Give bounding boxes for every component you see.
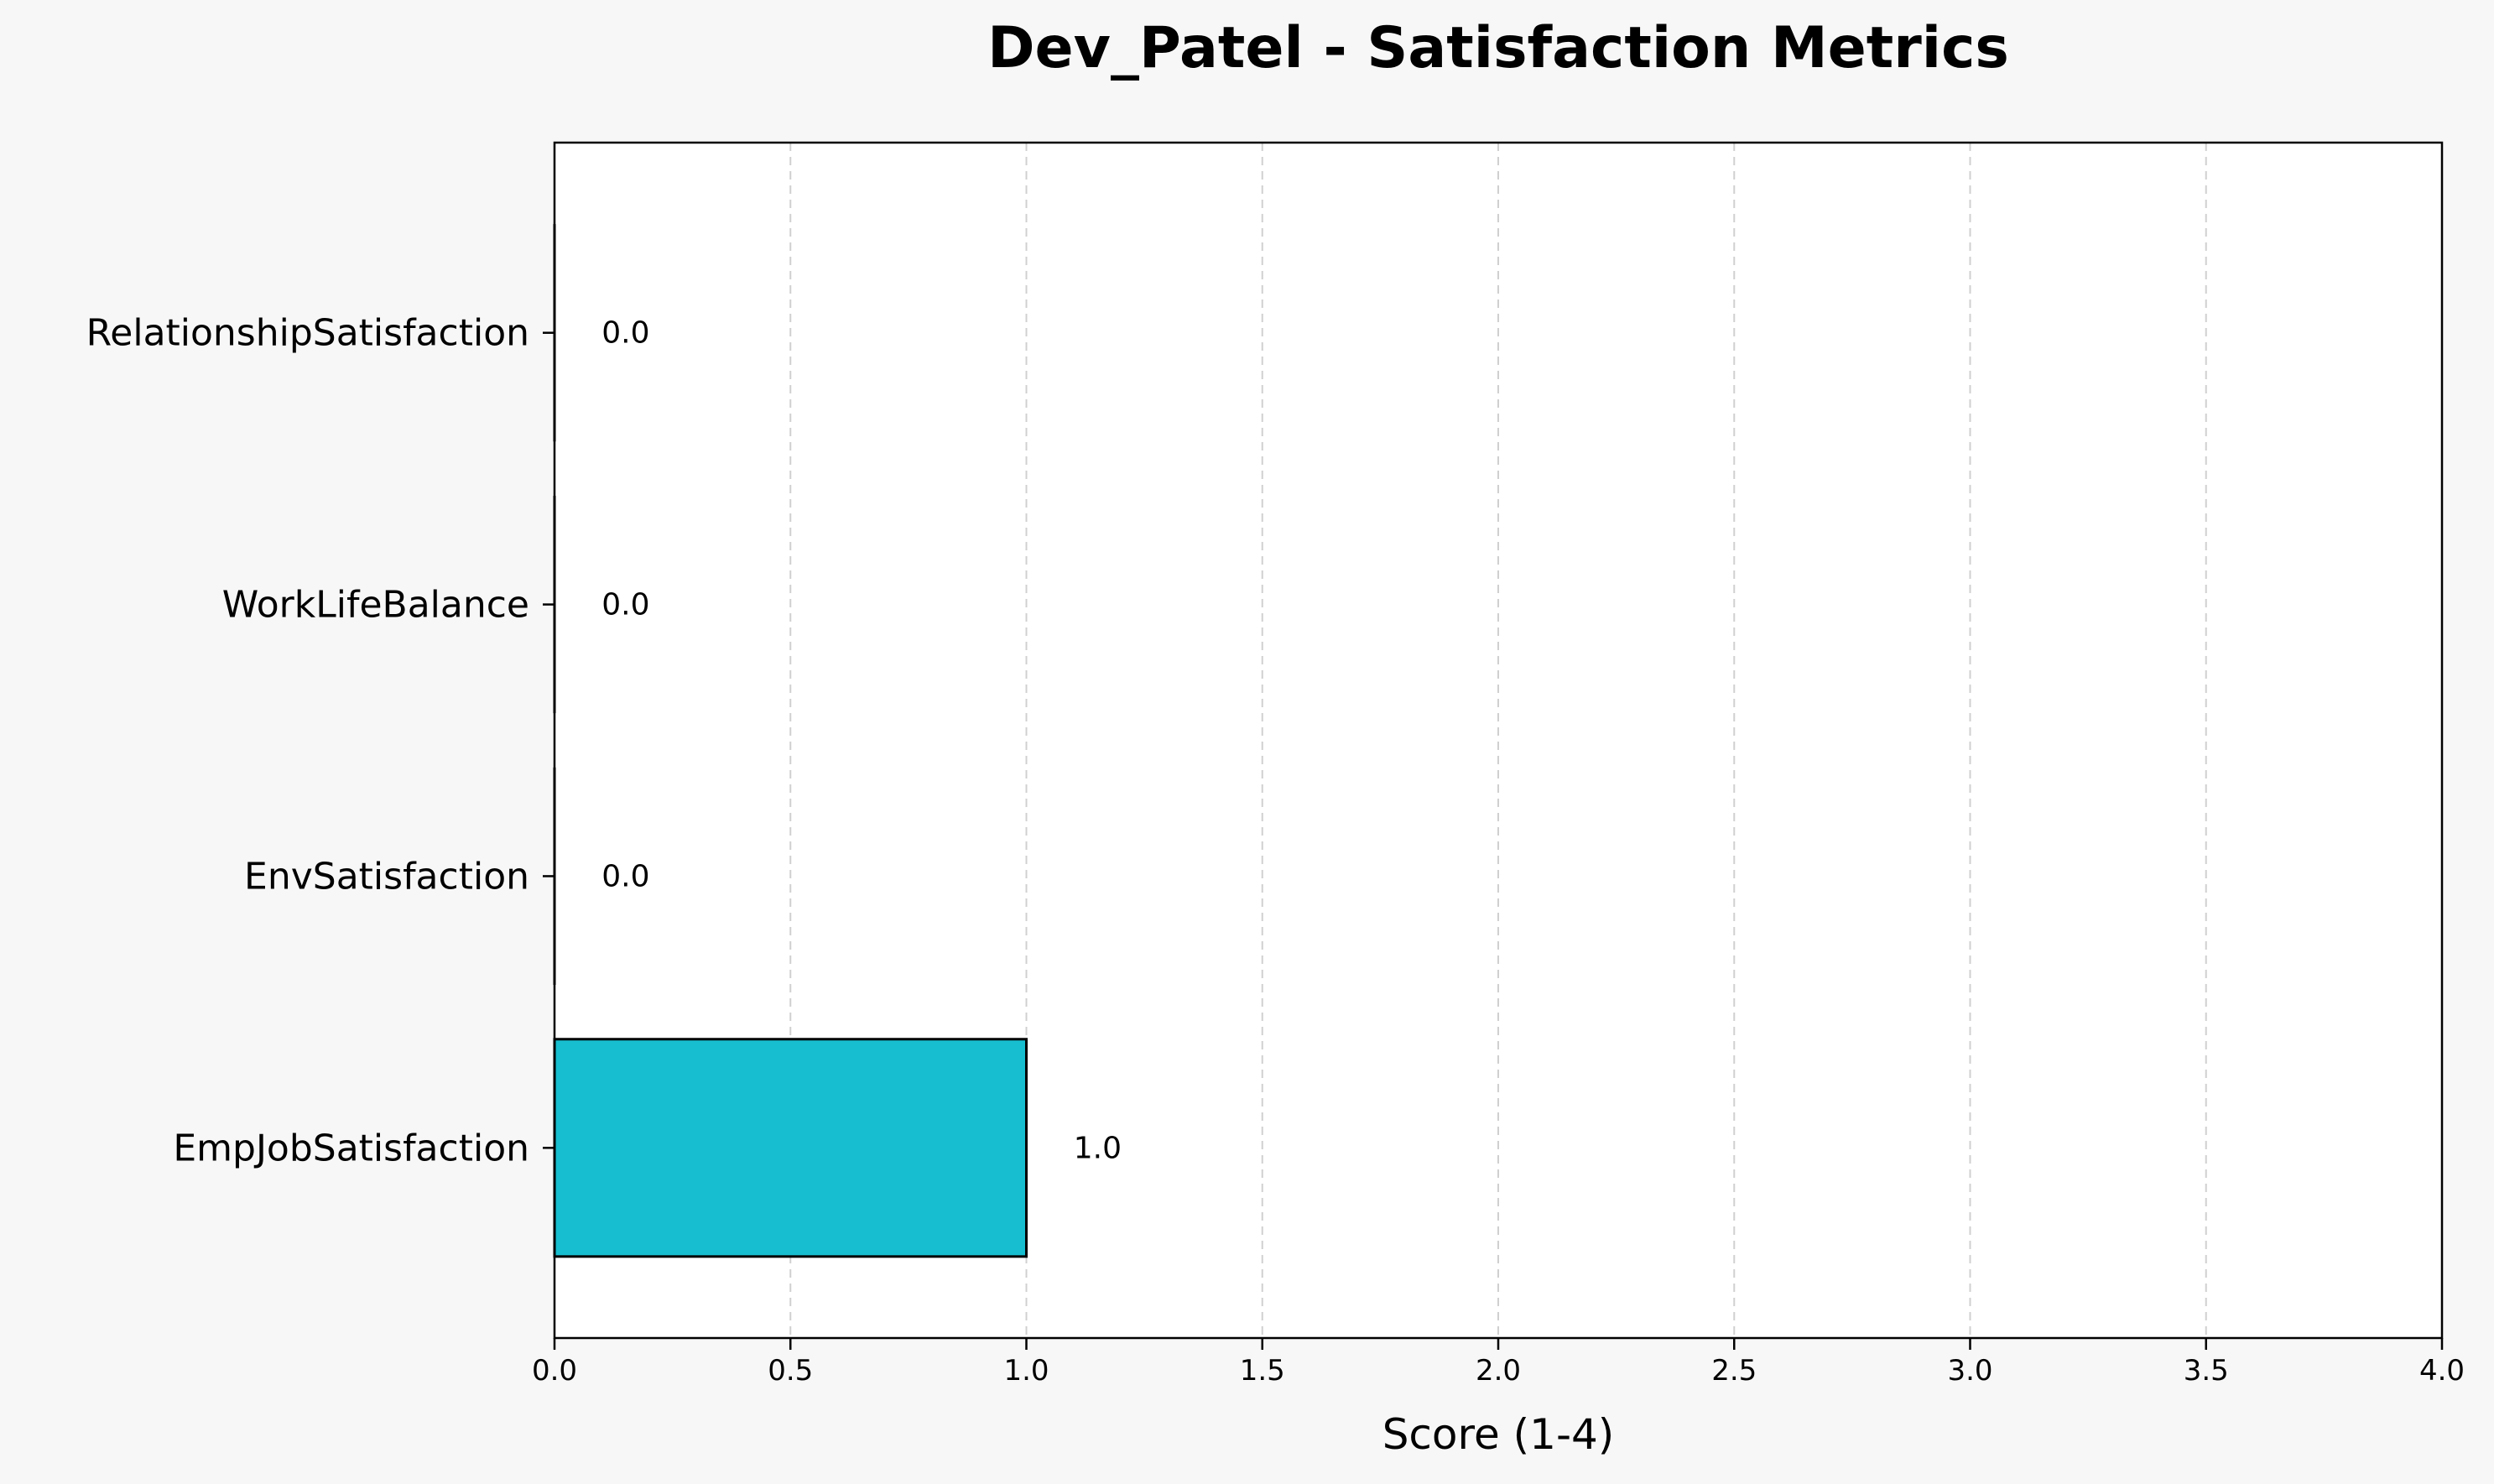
x-tick-label: 2.0	[1476, 1354, 1521, 1388]
x-tick-label: 3.0	[1947, 1354, 1992, 1388]
y-category-label: RelationshipSatisfaction	[86, 312, 529, 355]
y-category-label: EnvSatisfaction	[244, 855, 529, 898]
x-tick-label: 1.5	[1240, 1354, 1285, 1388]
y-category-label: EmpJobSatisfaction	[173, 1127, 529, 1169]
value-label: 0.0	[601, 859, 649, 893]
value-label: 0.0	[601, 588, 649, 622]
x-axis-ticks: 0.0 0.5 1.0 1.5 2.0 2.5 3.0 3.5 4.0	[532, 1338, 2465, 1388]
x-tick-label: 2.5	[1711, 1354, 1757, 1388]
x-axis-label: Score (1-4)	[1382, 1410, 1615, 1459]
value-label: 0.0	[601, 316, 649, 351]
chart-title: Dev_Patel - Satisfaction Metrics	[987, 15, 2009, 81]
x-tick-label: 1.0	[1003, 1354, 1049, 1388]
bar	[553, 1038, 1028, 1258]
value-labels: 1.0 0.0 0.0 0.0	[601, 316, 1122, 1166]
x-tick-label: 3.5	[2184, 1354, 2229, 1388]
y-axis-ticks: EmpJobSatisfaction EnvSatisfaction WorkLif…	[86, 312, 555, 1169]
x-tick-label: 0.5	[768, 1354, 813, 1388]
x-tick-label: 4.0	[2419, 1354, 2465, 1388]
y-category-label: WorkLifeBalance	[222, 584, 529, 627]
x-tick-label: 0.0	[532, 1354, 577, 1388]
value-label: 1.0	[1074, 1131, 1122, 1165]
